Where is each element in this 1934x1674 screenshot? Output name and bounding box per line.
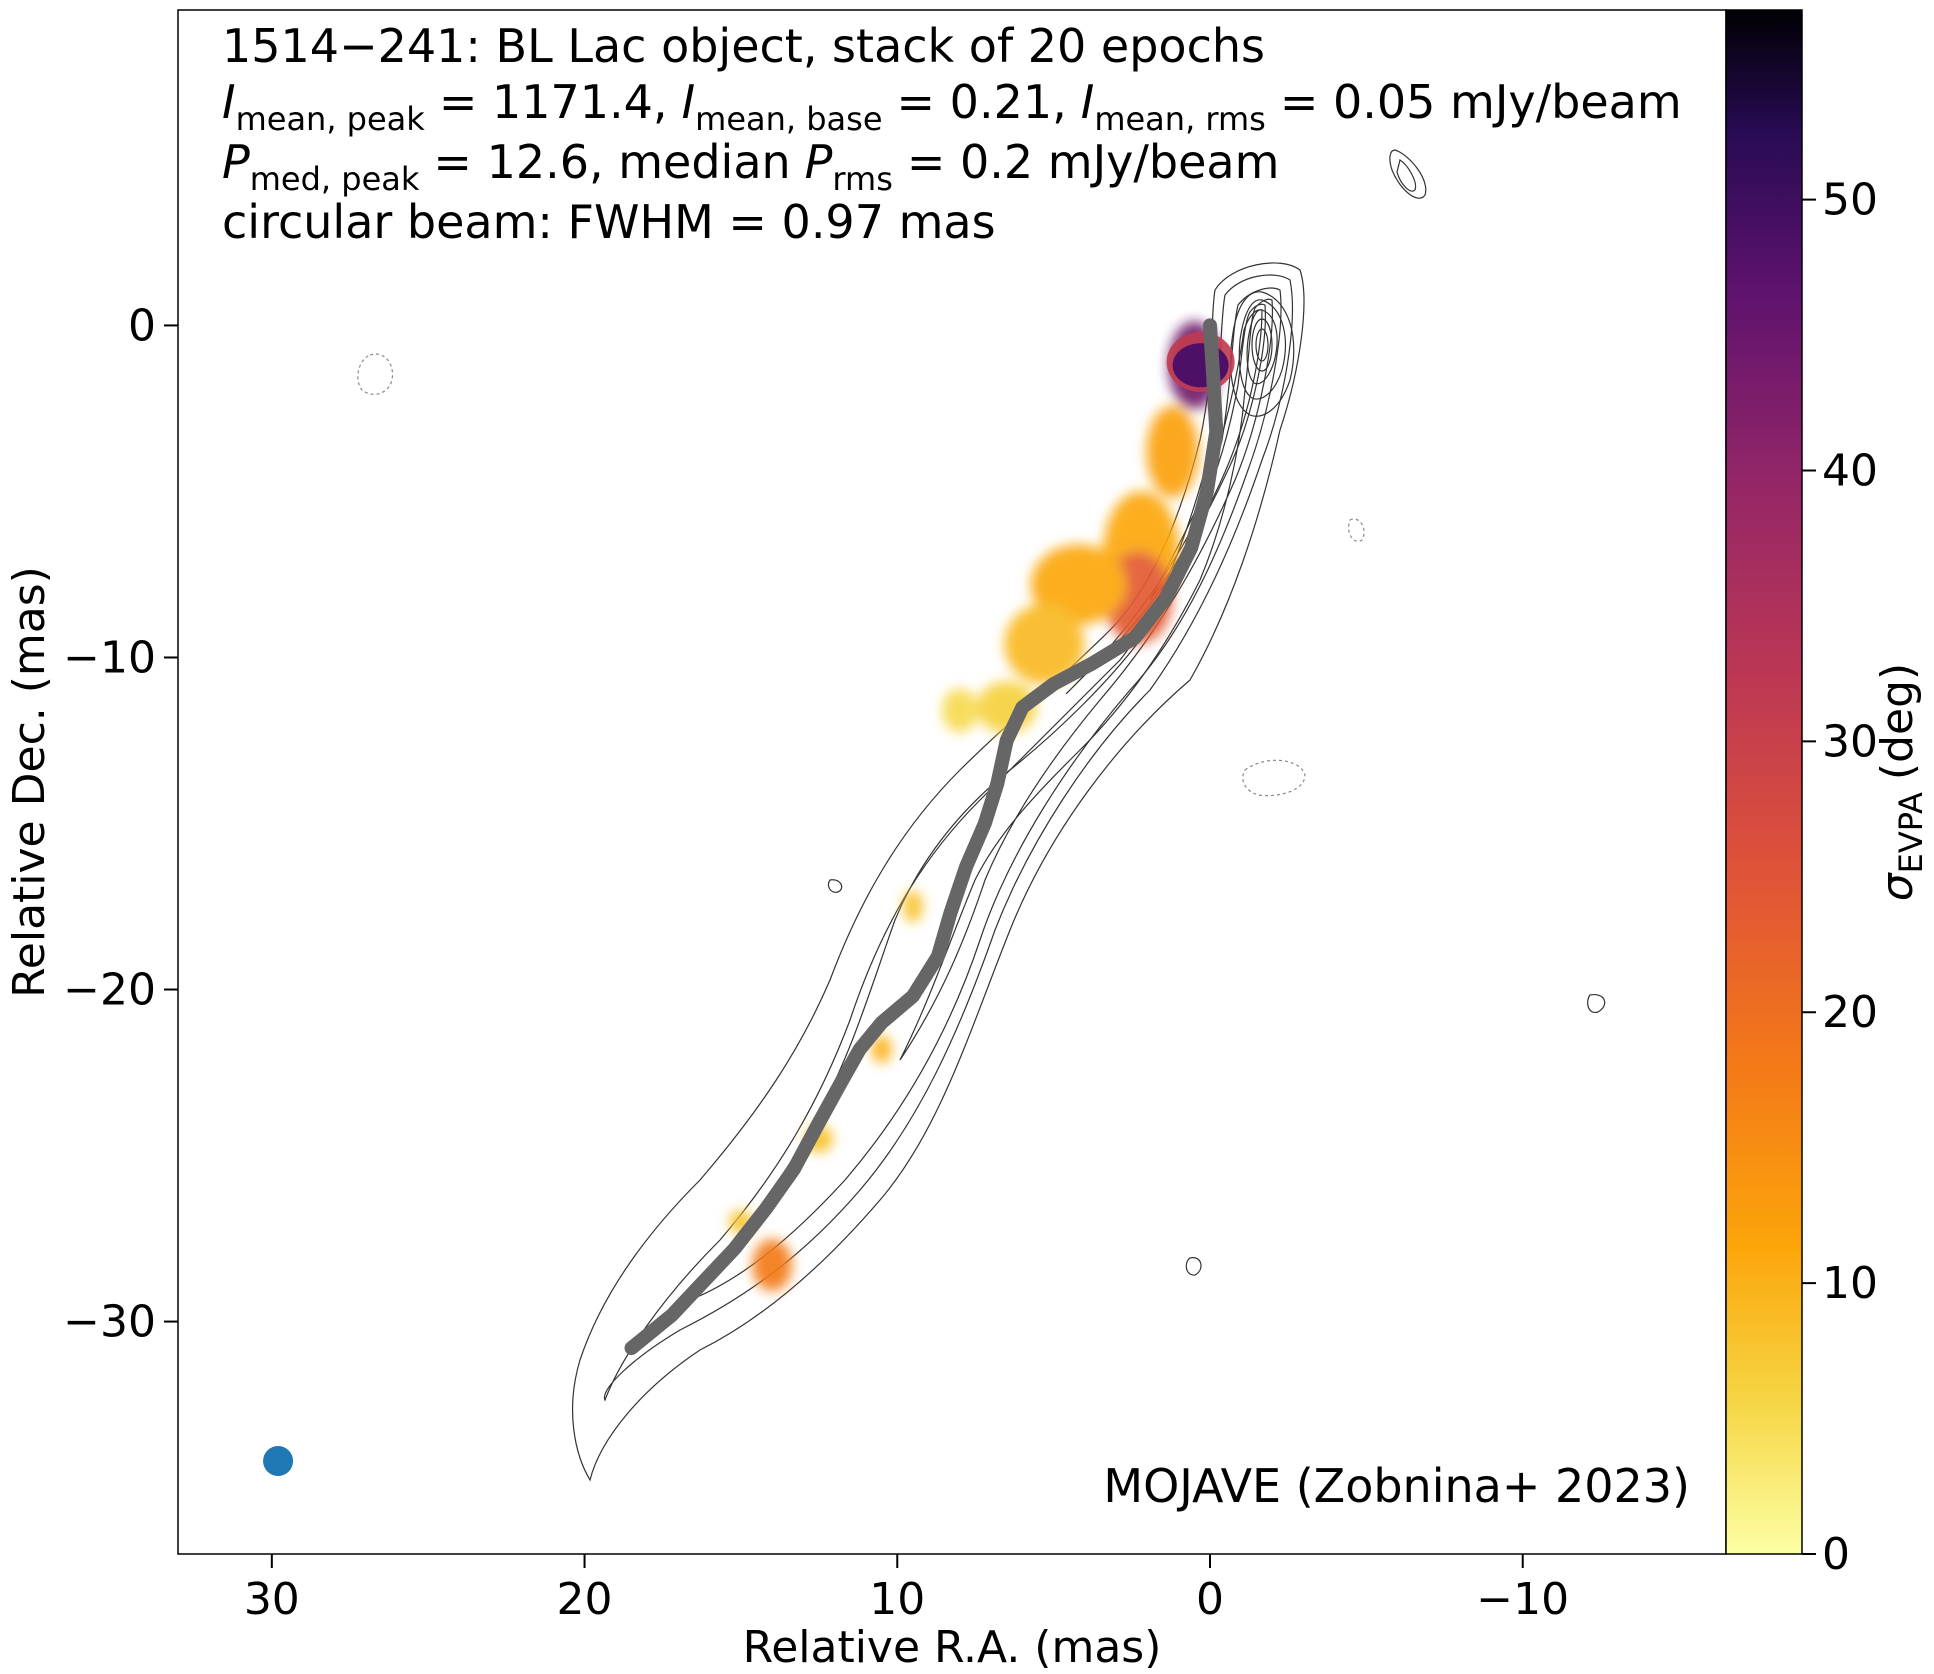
colorbar-ticks: 0 10 20 30 40 50	[1802, 175, 1878, 1580]
beam-marker	[263, 1446, 294, 1477]
y-tick-label: −20	[63, 965, 156, 1016]
annotation-line-3: Pmed, peak = 12.6, median Prms = 0.2 mJy/be…	[222, 135, 1279, 198]
contour-core-1	[1230, 291, 1295, 417]
contour-island-right	[1587, 993, 1606, 1014]
y-tick-label: −10	[63, 632, 156, 683]
sigma-evpa-region	[1146, 405, 1199, 498]
colorbar-tick-label: 10	[1822, 1258, 1878, 1309]
contour-core-3	[1246, 309, 1278, 385]
annotation-line-1: 1514−241: BL Lac object, stack of 20 epo…	[222, 19, 1265, 73]
annotation-line-4: circular beam: FWHM = 0.97 mas	[222, 195, 996, 249]
x-axis-ticks: 30 20 10 0 −10	[244, 1554, 1569, 1625]
y-axis-label: Relative Dec. (mas)	[4, 566, 55, 998]
sigma-evpa-region	[902, 890, 923, 923]
contour-island-lower	[1185, 1257, 1202, 1276]
contour-island-upper-right-inner	[1396, 159, 1417, 192]
colorbar-tick-label: 50	[1822, 175, 1878, 226]
contour-island-mid	[827, 879, 843, 893]
sigma-evpa-region	[752, 1239, 793, 1292]
x-tick-label: 0	[1196, 1574, 1224, 1625]
colorbar-tick-label: 30	[1822, 716, 1878, 767]
jet-ridge-line	[624, 318, 1224, 1356]
colorbar-tick-label: 0	[1822, 1529, 1850, 1580]
colorbar-tick-label: 20	[1822, 987, 1878, 1038]
y-tick-label: 0	[128, 300, 156, 351]
colorbar-tick-label: 40	[1822, 445, 1878, 496]
sigma-evpa-core	[1166, 331, 1235, 392]
negative-contour-right-2	[1348, 518, 1365, 542]
sigma-evpa-region	[1004, 604, 1085, 685]
x-tick-label: 20	[557, 1574, 613, 1625]
x-tick-label: −10	[1476, 1574, 1569, 1625]
sigma-evpa-region	[1030, 544, 1127, 625]
contour-core-2	[1238, 299, 1286, 400]
x-tick-label: 30	[244, 1574, 300, 1625]
contour-core-5	[1255, 328, 1269, 362]
colorbar	[1725, 9, 1803, 1555]
x-axis-label: Relative R.A. (mas)	[743, 1622, 1162, 1673]
credit-label: MOJAVE (Zobnina+ 2023)	[1103, 1459, 1690, 1513]
annotation-line-2: Imean, peak = 1171.4, Imean, base = 0.21, Im…	[222, 75, 1682, 138]
negative-contours	[357, 353, 1365, 797]
negative-contour-left	[357, 353, 394, 395]
plot-area	[177, 9, 1727, 1555]
colorbar-label: σEVPA(deg)	[1872, 663, 1930, 901]
y-tick-label: −30	[63, 1297, 156, 1348]
contour-island-upper-right	[1389, 149, 1427, 199]
y-axis-ticks: 0 −10 −20 −30	[63, 300, 178, 1348]
contour-core-4	[1251, 318, 1273, 372]
sigma-evpa-region	[871, 1035, 892, 1064]
x-tick-label: 10	[869, 1574, 925, 1625]
sigma-evpa-region	[941, 688, 978, 733]
